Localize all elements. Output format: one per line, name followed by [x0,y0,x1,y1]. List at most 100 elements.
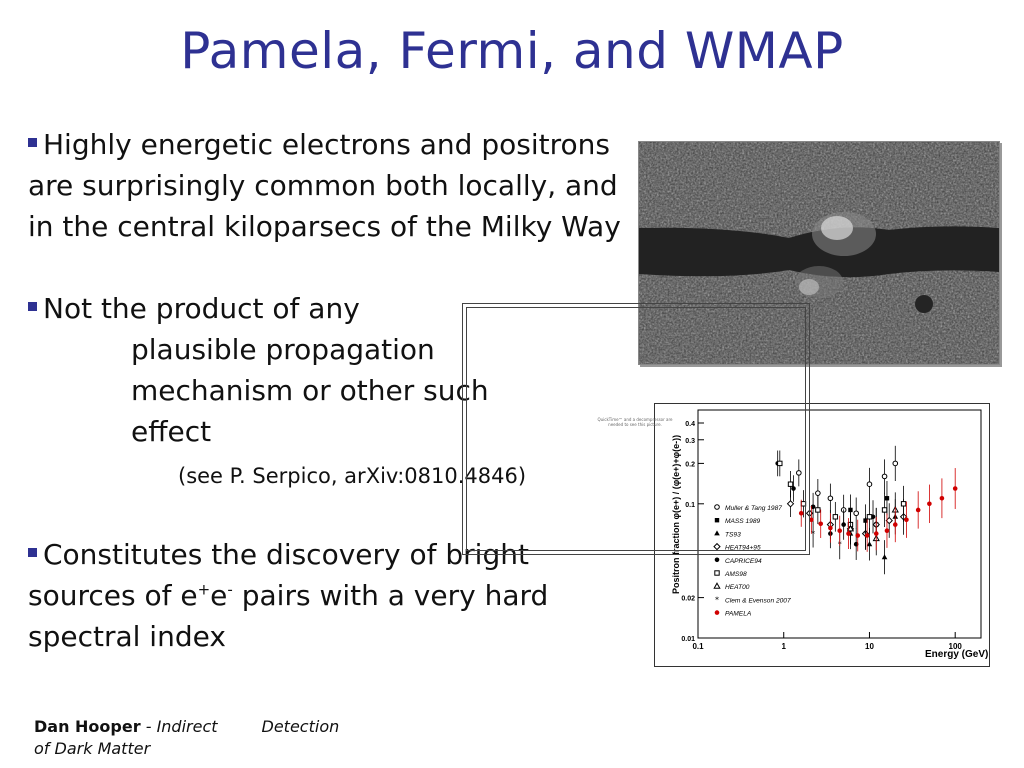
bullet-1: Highly energetic electrons and positrons… [28,124,638,247]
data-point [714,610,720,615]
legend-entry: Muller & Tang 1987 [725,505,782,512]
data-point [777,460,783,467]
legend-entry: Clem & Evenson 2007 [725,597,791,604]
y-tick-label: 0.02 [681,596,695,603]
data-point [904,517,909,523]
data-point [827,495,834,502]
data-point [714,530,720,536]
bullet-1-text: Highly energetic electrons and positrons… [28,128,621,243]
data-point [815,490,821,496]
data-point [791,486,796,491]
data-point [853,541,859,547]
legend-entry: HEAT00 [725,584,750,591]
legend-entry: HEAT94+95 [725,545,761,552]
data-point [884,496,890,501]
data-point [952,486,958,491]
chart-svg: 0.1 1 10 100 0.01 0.02 0.1 0.2 0.3 0.4 Muller & T… [671,409,988,660]
data-point [939,495,945,501]
y-tick-label: 0.3 [685,438,695,445]
x-tick-label: 0.1 [692,642,704,651]
bullet-3-mid: e [210,579,228,612]
y-axis-label: Positron fraction φ(e+) / (φ(e+)+φ(e-)) [671,435,681,594]
bullet-square-icon [28,137,37,147]
data-point [837,528,843,534]
data-point [881,554,888,560]
footer-title-3: of Dark Matter [34,739,151,758]
legend-entry: AMS98 [724,571,747,578]
legend-entry: MASS 1989 [725,518,761,525]
data-point: * [811,530,815,539]
footer-author: Dan Hooper [34,717,141,736]
y-tick-label: 0.2 [685,461,695,468]
bullet-list: Highly energetic electrons and positrons… [28,124,638,657]
data-point [815,507,821,513]
data-point [841,522,846,527]
y-tick-label: 0.01 [681,636,695,643]
bullet-square-icon [28,301,37,311]
bullet-3-part-1: Constitutes the discovery of bright sour… [28,538,529,612]
data-point [796,470,802,476]
fermi-sky-map-image [638,141,1000,365]
data-point [713,542,721,551]
slide-footer: Dan Hooper - Indirect Detection of Dark M… [34,716,339,760]
bullet-2-line-3: mechanism or other such [131,374,489,407]
axis-ticks: 0.1 1 10 100 0.01 0.02 0.1 0.2 0.3 0.4 [681,421,962,651]
legend-entry: TS93 [725,531,741,538]
footer-sep: - [140,717,157,736]
x-tick-label: 1 [782,642,787,651]
bullet-2: Not the product of any [28,288,638,329]
positron-sup: + [197,580,211,599]
positron-fraction-chart: 0.1 1 10 100 0.01 0.02 0.1 0.2 0.3 0.4 Muller & T… [654,403,990,667]
data-point [892,460,899,467]
data-point [853,510,859,517]
x-axis-label: Energy (GeV) [925,649,988,660]
chart-legend: Muller & Tang 1987 MASS 1989 TS93 HEAT94+95… [713,504,791,618]
data-point [787,481,794,487]
legend-entry: CAPRICE94 [725,558,762,565]
data-point [846,531,851,536]
sky-map-noise [639,142,999,364]
data-point [714,518,720,523]
data-point [915,507,921,513]
empty-frame-box [462,303,810,555]
data-point [714,570,720,576]
data-point: * [715,595,719,604]
footer-title-1: Indirect [156,717,218,736]
data-point [810,504,816,510]
y-tick-label: 0.1 [685,502,695,509]
slide-title: Pamela, Fermi, and WMAP [180,22,844,80]
data-point [881,507,888,513]
data-point [798,510,804,516]
data-points: *** [775,445,958,575]
data-point [873,531,879,536]
electron-sup: - [227,580,233,599]
bullet-2-line-4: effect [131,415,212,448]
bullet-3-part-2: pairs with a very hard spectral index [28,579,549,653]
data-point [866,514,873,520]
data-point [818,521,824,527]
data-point [884,528,890,534]
citation: (see P. Serpico, arXiv:0810.4846) [178,464,527,488]
data-point [828,525,833,531]
data-point [881,473,888,480]
plot-frame [697,409,982,639]
data-point [900,501,907,507]
data-point [866,481,873,487]
data-point [714,504,720,510]
bullet-square-icon [28,547,37,557]
legend-entry: PAMELA [725,611,752,618]
data-point [864,533,870,538]
data-point [809,517,814,523]
bullet-2-line-2: plausible propagation [131,333,435,366]
data-point [846,524,855,532]
y-tick-label: 0.4 [685,421,695,428]
data-point [927,501,932,507]
data-point [892,522,898,527]
quicktime-placeholder-note: QuickTime™ and a decompressor are needed… [597,417,673,427]
data-point [786,500,795,508]
data-point [713,582,721,589]
data-point [855,533,861,538]
footer-title-2: Detection [261,717,340,736]
data-point [714,557,720,563]
bullet-2-line-1: Not the product of any [43,292,360,325]
